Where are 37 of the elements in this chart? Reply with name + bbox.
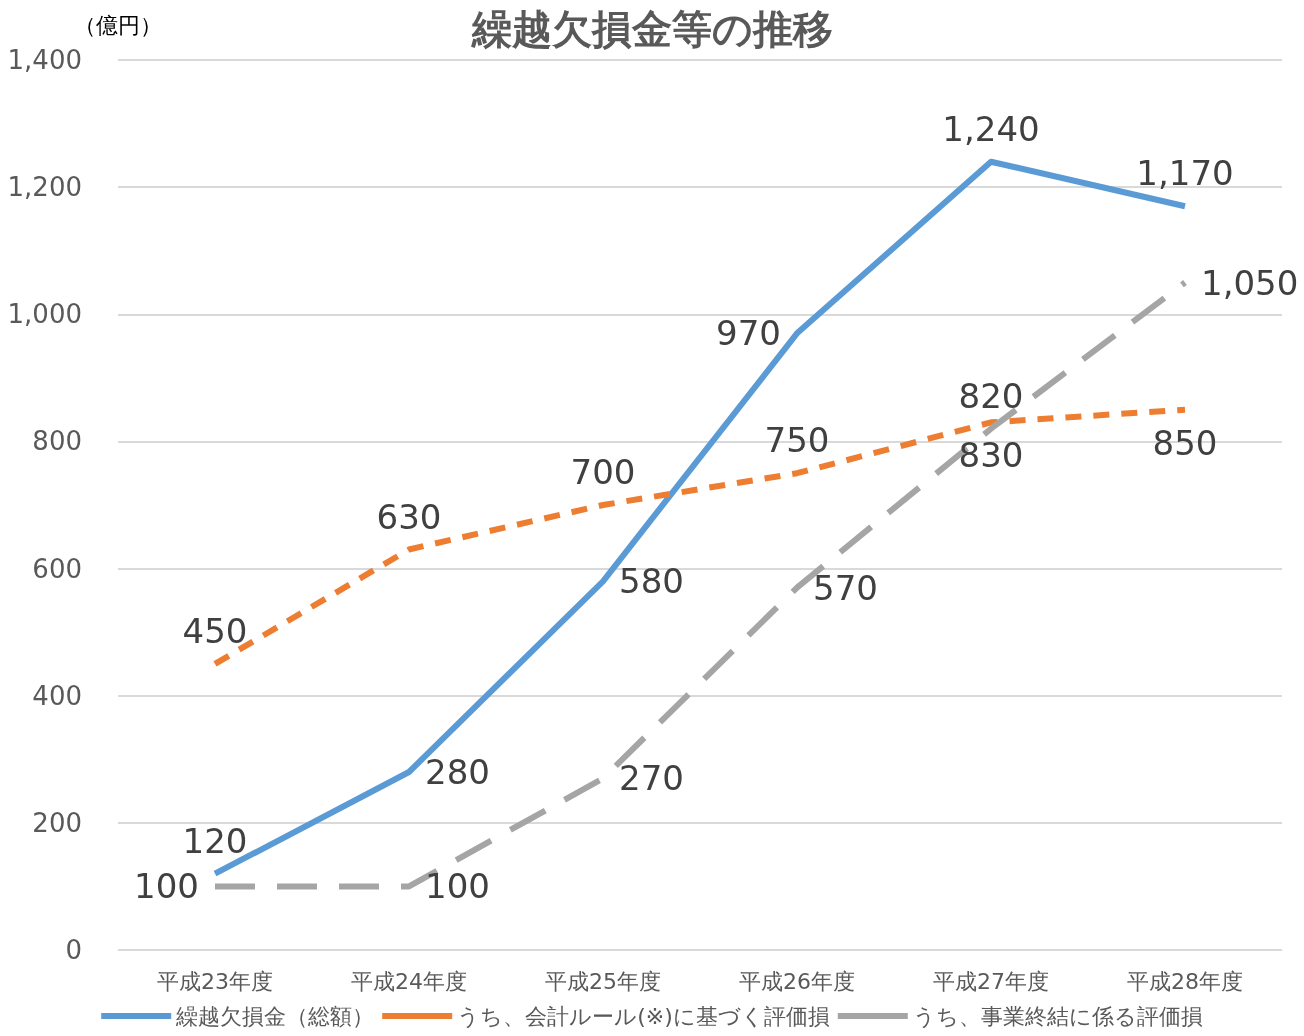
y-tick-label: 0 (65, 935, 82, 965)
y-tick-label: 1,400 (7, 45, 82, 75)
data-label: 450 (182, 610, 248, 651)
y-tick-label: 1,000 (7, 299, 82, 330)
y-tick-label: 800 (32, 426, 82, 457)
x-tick-label: 平成24年度 (351, 968, 467, 994)
legend-label: うち、会計ルール(※)に基づく評価損 (457, 1003, 830, 1029)
y-tick-label: 600 (32, 553, 82, 584)
data-label: 850 (1152, 422, 1218, 463)
data-label: 100 (134, 866, 199, 907)
x-tick-label: 平成23年度 (157, 968, 273, 994)
y-axis-title: （億円） (74, 12, 162, 38)
data-label: 630 (376, 496, 442, 537)
data-label: 580 (619, 561, 684, 602)
y-tick-label: 400 (32, 680, 82, 711)
data-label: 100 (425, 866, 490, 907)
x-tick-label: 平成27年度 (933, 968, 1049, 994)
x-tick-label: 平成25年度 (545, 968, 661, 994)
y-tick-label: 200 (32, 807, 82, 838)
data-label: 750 (764, 420, 830, 461)
chart-title: 繰越欠損金等の推移 (470, 6, 833, 52)
x-tick-label: 平成28年度 (1127, 968, 1243, 994)
legend-label: 繰越欠損金（総額） (175, 1003, 375, 1029)
data-label: 700 (570, 452, 636, 492)
data-label: 820 (958, 375, 1024, 416)
y-tick-label: 1,200 (7, 172, 82, 203)
data-label: 270 (619, 758, 684, 799)
data-label: 570 (813, 567, 878, 608)
data-label: 970 (716, 313, 781, 354)
data-label: 830 (958, 435, 1024, 476)
x-tick-label: 平成26年度 (739, 968, 855, 994)
legend-label: うち、事業終結に係る評価損 (912, 1003, 1203, 1029)
data-label: 1,240 (942, 108, 1040, 149)
data-label: 1,050 (1201, 262, 1299, 303)
data-label: 280 (425, 752, 490, 792)
data-label: 120 (182, 820, 248, 861)
data-label: 1,170 (1136, 153, 1234, 194)
